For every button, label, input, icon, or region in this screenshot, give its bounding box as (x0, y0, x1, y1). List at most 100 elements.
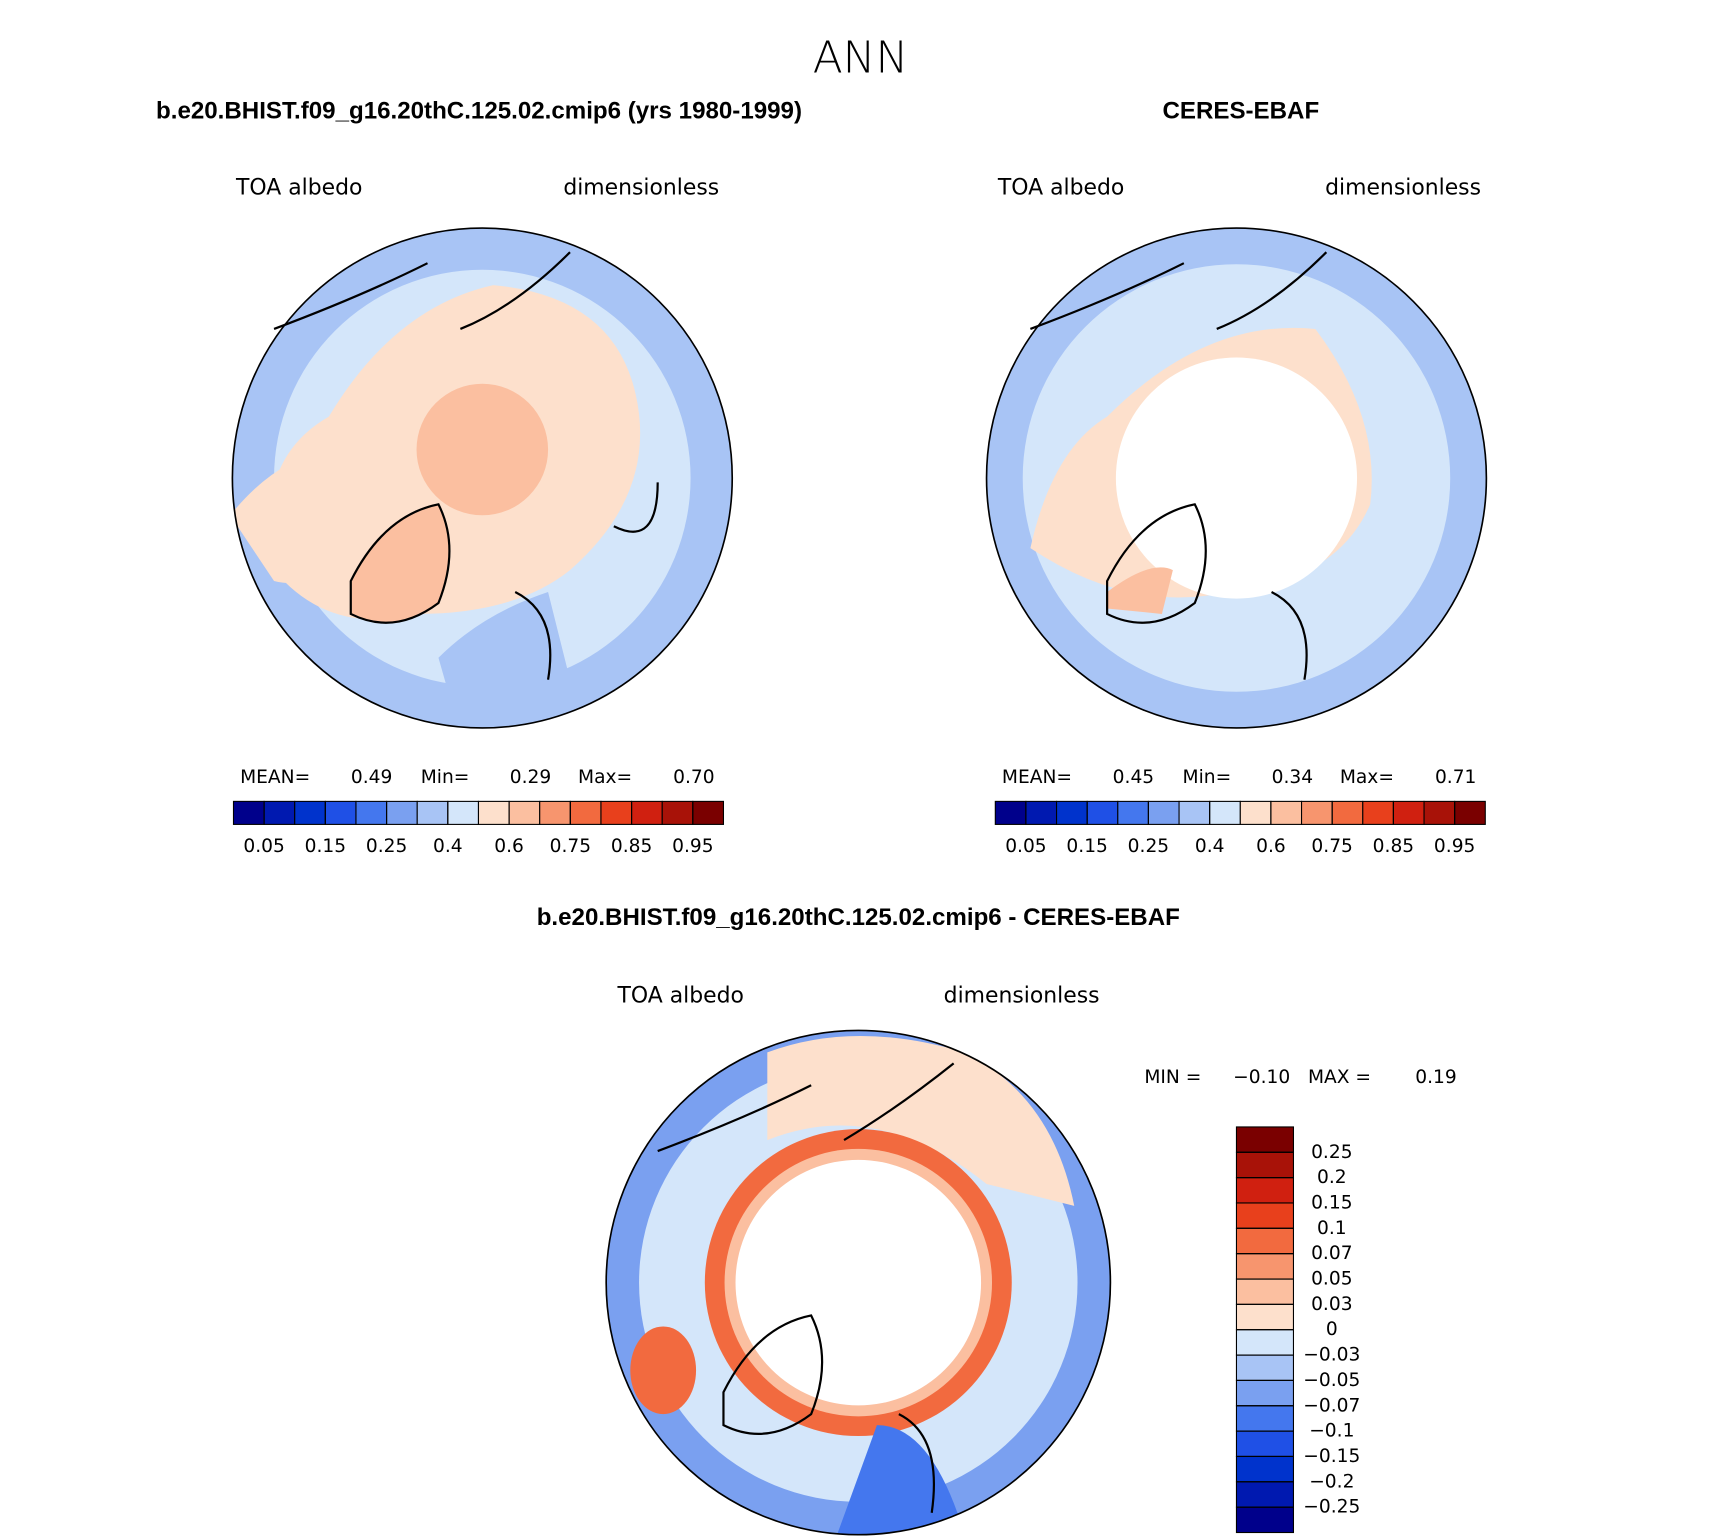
map-difference (606, 1030, 1111, 1535)
units-label: dimensionless (563, 176, 719, 201)
colorbar-box (1209, 800, 1241, 825)
colorbar-label: 0.85 (1373, 836, 1414, 857)
stat-name: MEAN= (1002, 767, 1072, 788)
stat-value: 0.71 (1435, 767, 1476, 788)
colorbar-label: 0.85 (611, 836, 652, 857)
colorbar-box (1235, 1126, 1295, 1153)
coastline (657, 1062, 955, 1513)
colorbar-label: 0.25 (1311, 1142, 1352, 1163)
colorbar-box (1235, 1354, 1295, 1381)
stat-value: 0.29 (510, 767, 551, 788)
colorbar-box (1025, 800, 1058, 825)
colorbar-box (539, 800, 571, 825)
colorbar-box (1086, 800, 1119, 825)
colorbar-box (263, 800, 296, 825)
stat-value: 0.49 (351, 767, 392, 788)
coastline (273, 251, 659, 680)
colorbar-label: −0.05 (1303, 1370, 1360, 1391)
colorbar-box (508, 800, 541, 825)
colorbar-box (1392, 800, 1425, 825)
stat-value: 0.34 (1272, 767, 1313, 788)
colorbar-box (1454, 800, 1486, 825)
colorbar-label: −0.1 (1309, 1421, 1354, 1442)
panel-title: b.e20.BHIST.f09_g16.20thC.125.02.cmip6 -… (537, 904, 1180, 931)
colorbar-label: 0.05 (1005, 836, 1046, 857)
stat-name: Max= (1340, 767, 1394, 788)
colorbar-label: 0.95 (672, 836, 713, 857)
colorbar-box (1235, 1506, 1295, 1534)
colorbar-box (1235, 1455, 1295, 1483)
stat-name: MAX = (1308, 1067, 1371, 1088)
colorbar-box (1235, 1405, 1295, 1432)
colorbar-box (1235, 1329, 1295, 1356)
colorbar-label: 0.4 (433, 836, 463, 857)
stat-name: Max= (578, 767, 632, 788)
colorbar-box (631, 800, 663, 825)
colorbar-label: −0.2 (1309, 1471, 1354, 1492)
stat-value: 0.19 (1415, 1067, 1456, 1088)
colorbar-label: 0.07 (1311, 1243, 1352, 1264)
variable-label: TOA albedo (617, 983, 744, 1008)
colorbar-box (994, 800, 1027, 825)
figure-title: ANN (813, 32, 909, 83)
colorbar-box (324, 800, 357, 825)
colorbar-box (1235, 1253, 1295, 1280)
map-border (985, 227, 1488, 729)
map-model (232, 228, 733, 728)
colorbar-box (1235, 1278, 1295, 1305)
colorbar-box (1235, 1430, 1295, 1458)
colorbar-box (1270, 800, 1303, 825)
colorbar-box (692, 800, 725, 825)
colorbar-box (1362, 800, 1394, 825)
colorbar-box (1117, 800, 1149, 825)
colorbar-box (1235, 1151, 1295, 1179)
colorbar-label: 0.15 (1311, 1192, 1352, 1213)
colorbar-label: 0.1 (1317, 1218, 1347, 1239)
colorbar-label: 0.4 (1195, 836, 1225, 857)
stat-value: 0.45 (1113, 767, 1154, 788)
colorbar-label: 0.05 (243, 836, 284, 857)
colorbar-label: 0.95 (1434, 836, 1475, 857)
variable-label: TOA albedo (235, 176, 362, 201)
colorbar-box (1423, 800, 1456, 825)
colorbar-box (1235, 1177, 1295, 1204)
stat-name: Min= (1183, 767, 1232, 788)
colorbar-box (1235, 1202, 1295, 1229)
colorbar-label: 0.75 (550, 836, 591, 857)
colorbar-label: 0.6 (1256, 836, 1286, 857)
colorbar-box (1235, 1227, 1295, 1255)
map-obs (986, 228, 1487, 728)
map-border (605, 1029, 1112, 1536)
colorbar-label: 0.03 (1311, 1294, 1352, 1315)
stat-value: 0.70 (673, 767, 714, 788)
colorbar-box (294, 800, 326, 825)
colorbar-label: −0.25 (1303, 1497, 1360, 1518)
colorbar-box (477, 800, 510, 825)
colorbar-box (600, 800, 633, 825)
colorbar-box (569, 800, 602, 825)
colorbar-box (1147, 800, 1180, 825)
colorbar-label: 0.15 (1066, 836, 1107, 857)
colorbar-label: 0.05 (1311, 1269, 1352, 1290)
colorbar-box (447, 800, 480, 825)
colorbar-box (355, 800, 388, 825)
stat-name: MEAN= (240, 767, 310, 788)
colorbar-label: 0.15 (305, 836, 346, 857)
colorbar-box (1056, 800, 1088, 825)
colorbar-box (1235, 1481, 1295, 1508)
colorbar-box (661, 800, 694, 825)
units-label: dimensionless (1325, 176, 1481, 201)
colorbar-label: −0.03 (1303, 1345, 1360, 1366)
stat-value: −0.10 (1233, 1067, 1290, 1088)
colorbar-box (1331, 800, 1364, 825)
stat-name: MIN = (1144, 1067, 1201, 1088)
map-border (231, 227, 734, 729)
colorbar-label: −0.15 (1303, 1446, 1360, 1467)
stat-name: Min= (421, 767, 470, 788)
variable-label: TOA albedo (997, 176, 1124, 201)
colorbar-box (1235, 1379, 1295, 1407)
colorbar-box (232, 800, 265, 825)
colorbar-box (1235, 1303, 1295, 1331)
coastline (1029, 251, 1328, 680)
